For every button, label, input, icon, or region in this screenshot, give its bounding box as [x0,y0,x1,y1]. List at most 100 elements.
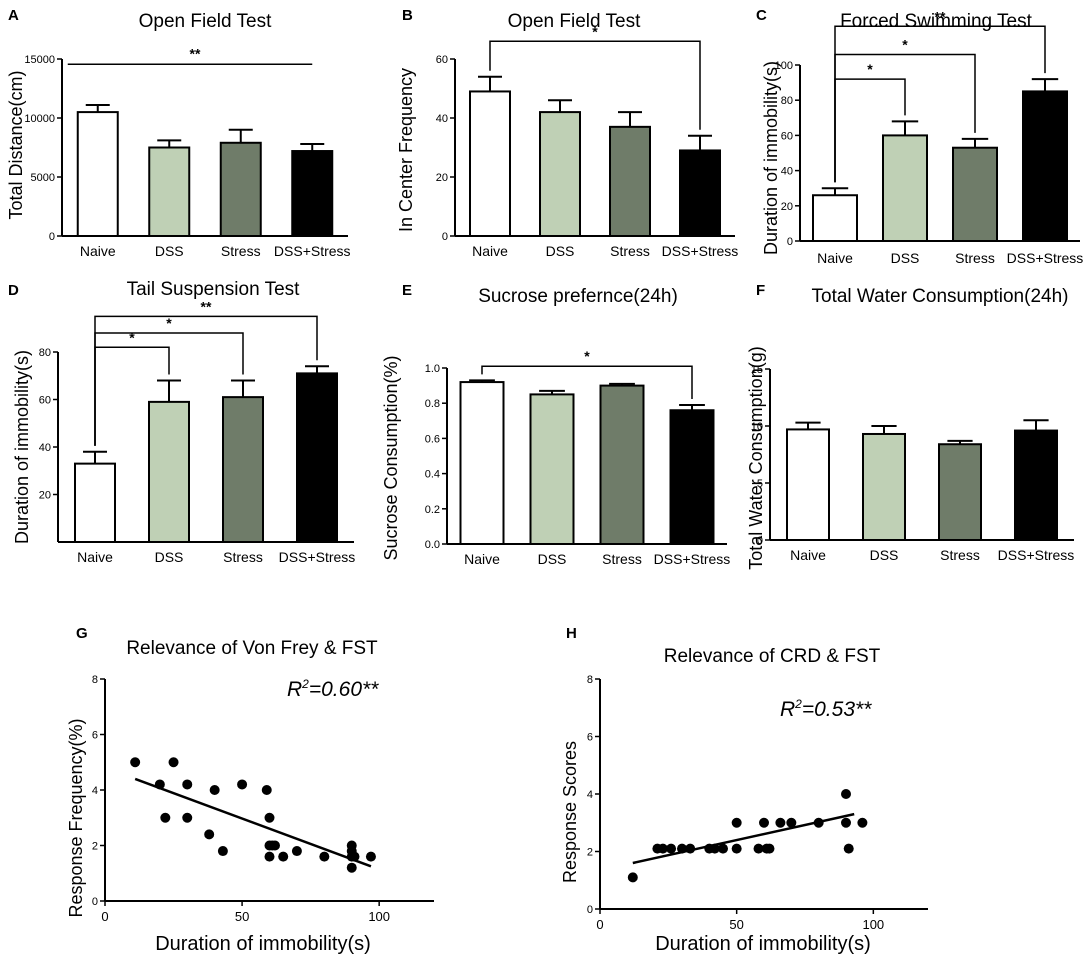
x-axis-label: Duration of immobility(s) [155,933,371,955]
chart-title: Sucrose prefernce(24h) [478,286,678,307]
bar [459,381,505,545]
bar [148,400,190,543]
category-label: Naive [464,551,500,567]
panel-label: B [402,7,413,24]
category-label: Stress [223,549,263,565]
bar [291,150,334,237]
y-tick-label: 20 [39,490,51,502]
chart-title: Relevance of CRD & FST [664,646,881,667]
y-axis-label: Total Water Consumption(g) [746,346,766,569]
significance-bracket [489,40,701,130]
bar [679,149,721,237]
x-tick-label: 0 [596,917,603,932]
y-axis-label: Sucrose Consumption(%) [381,355,401,560]
category-label: Stress [940,547,980,563]
scatter-point [657,843,668,854]
scatter-point [666,843,677,854]
significance-label: * [584,348,590,364]
scatter-point [813,817,824,828]
y-tick-label: 40 [39,442,51,454]
category-label: DSS [891,250,920,266]
category-label: DSS [538,551,567,567]
x-tick-label: 50 [235,909,249,924]
category-label: DSS+Stress [274,243,351,259]
scatter-point [264,851,275,862]
panel-d: D Tail Suspension Test Duration of immobil… [8,279,355,565]
scatter-point [843,843,854,854]
scatter-point [764,843,775,854]
panel-label: F [756,282,765,299]
bar [882,134,928,242]
scatter-point [841,817,851,828]
significance-label: * [129,329,135,345]
scatter-point [731,817,742,828]
y-tick-label: 0.0 [425,539,440,551]
bar [1014,429,1058,541]
category-label: Naive [472,243,508,259]
category-label: DSS+Stress [1007,250,1084,266]
r-squared-prefix: R [780,698,795,721]
y-tick-label: 60 [39,395,51,407]
scatter-point [237,779,248,790]
y-tick-label: 100 [775,60,793,72]
significance-label: * [166,315,172,331]
category-label: Naive [80,243,116,259]
panel-h: H Relevance of CRD & FST Response Scores 0 2… [560,625,928,955]
scatter-point [182,779,193,790]
bar [148,146,191,237]
significance-label: * [902,36,908,52]
y-tick-label: 80 [781,95,793,107]
scatter-point [753,843,764,854]
scatter-point [349,851,360,862]
r-squared-sup: 2 [794,697,802,711]
scatter-point [278,851,289,862]
significance-label: ** [935,8,946,24]
scatter-point [709,843,720,854]
y-tick-label: 5 [757,478,763,490]
bar [1022,90,1068,243]
significance-bracket [834,25,1046,183]
category-label: Naive [790,547,826,563]
category-label: Stress [610,243,650,259]
y-tick-label: 0 [787,236,793,248]
y-tick-label: 0.8 [425,398,440,410]
category-label: Stress [602,551,642,567]
scatter-point [204,829,215,840]
bar [74,462,116,543]
chart-title: Relevance of Von Frey & FST [126,638,378,659]
y-tick-label: 0 [49,231,55,243]
y-tick-label: 15 [751,364,763,376]
r-squared-annotation: R2=0.53** [780,697,872,721]
y-tick-label: 60 [781,130,793,142]
y-tick-label: 4 [587,789,593,801]
significance-bracket [481,365,693,399]
scatter-point [217,846,228,857]
y-axis-label: Total Distance(cm) [6,70,26,219]
y-axis-label: Duration of immobility(s) [12,350,32,544]
scatter-point [841,789,851,799]
scatter-point [264,812,275,823]
category-label: Naive [817,250,853,266]
scatter-point [759,817,769,828]
category-label: Stress [221,243,261,259]
panel-label: E [402,282,412,299]
y-axis-label: Response Scores [560,741,580,883]
significance-label: ** [190,45,201,61]
category-label: DSS+Stress [662,243,739,259]
bar [669,409,715,545]
bar [296,372,338,543]
y-axis-label: In Center Frequency [396,68,416,232]
panel-f: F Total Water Consumption(24h) Total Water… [746,282,1074,570]
bar [219,141,262,237]
bar [222,396,264,543]
y-tick-label: 15000 [24,54,55,66]
scatter-point [346,862,357,873]
panel-label: G [76,625,88,642]
bar [952,146,998,242]
scatter-point [857,817,868,828]
y-tick-label: 4 [92,785,98,797]
scatter-point [731,843,742,854]
significance-label: ** [201,298,212,314]
category-label: DSS+Stress [998,547,1075,563]
